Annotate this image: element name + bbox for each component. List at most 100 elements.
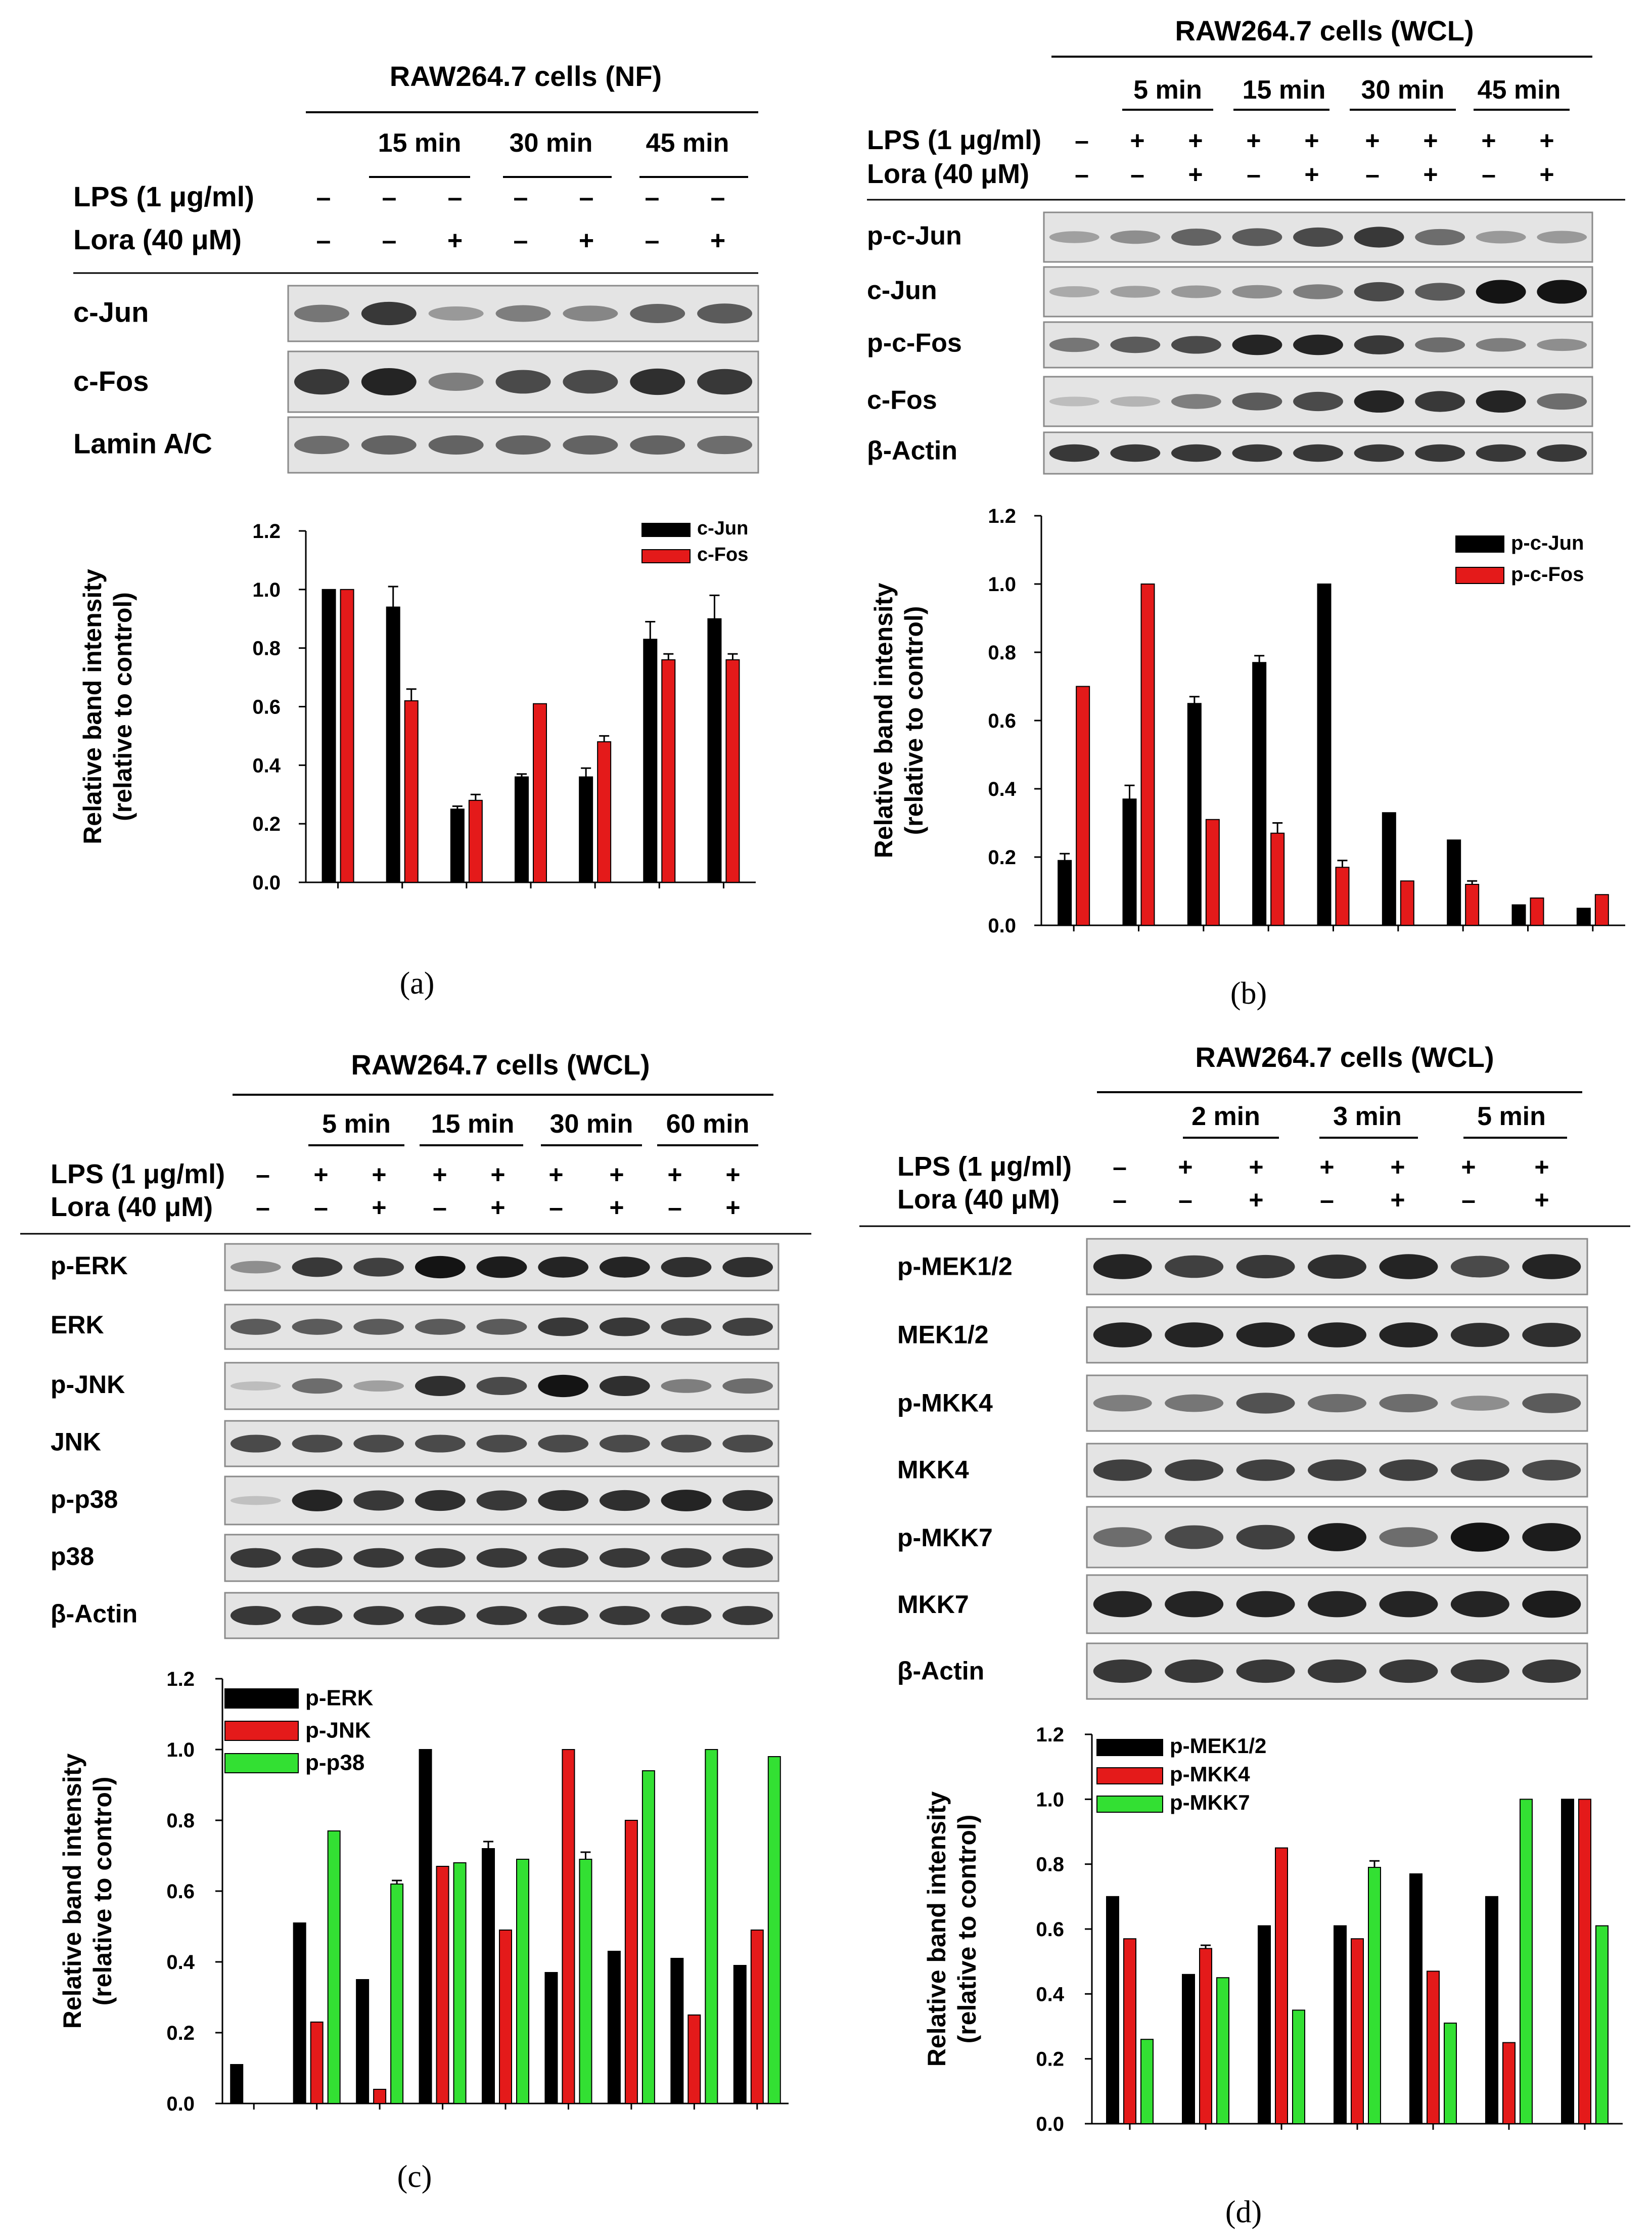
lps-sign: + [1481, 126, 1496, 155]
lps-sign: – [711, 183, 725, 212]
blot-label: p-MKK7 [897, 1524, 993, 1552]
y-tick-label: 1.2 [252, 520, 281, 543]
y-tick-label: 0.2 [252, 813, 281, 835]
lps-sign: – [579, 183, 594, 212]
lps-sign: + [432, 1160, 447, 1189]
blot-band [1165, 1659, 1224, 1683]
bar [579, 776, 593, 883]
blot-band [563, 435, 618, 455]
lps-sign: – [316, 183, 331, 212]
lora-sign: + [1249, 1186, 1263, 1214]
blot-band [292, 1548, 343, 1568]
blot-band [722, 1378, 773, 1394]
blot-label: ERK [51, 1311, 104, 1339]
western-blot [224, 1243, 779, 1291]
blot-band [722, 1318, 773, 1336]
blot-band [1165, 1459, 1224, 1481]
blot-band [1049, 444, 1099, 462]
bar [624, 1820, 638, 2104]
lora-sign: – [433, 1193, 447, 1222]
time-label: 3 min [1333, 1102, 1402, 1131]
blot-band [476, 1256, 527, 1278]
bar [1465, 884, 1480, 926]
blot-band [415, 1435, 466, 1453]
blot-band [495, 305, 551, 322]
bar [1561, 1799, 1574, 2124]
blot-band [1232, 334, 1282, 355]
blot-band [1415, 283, 1465, 301]
blot-band [1379, 1322, 1438, 1348]
legend-label: p-MEK1/2 [1170, 1734, 1266, 1758]
blot-band [1476, 280, 1526, 304]
lps-sign: + [1319, 1153, 1334, 1181]
lps-sign: – [1075, 126, 1089, 155]
lora-sign: + [579, 226, 594, 255]
blot-band [1236, 1322, 1295, 1348]
bar [1427, 1970, 1440, 2125]
legend-swatch [1096, 1767, 1163, 1784]
y-tick-label: 0.6 [988, 710, 1016, 732]
lps-sign: – [1113, 1153, 1127, 1181]
y-tick-label: 0.8 [1036, 1854, 1064, 1876]
lps-sign: + [1423, 126, 1438, 155]
blot-band [1165, 1525, 1224, 1549]
bar [1502, 2042, 1516, 2124]
y-axis-label: Relative band intensity [923, 1791, 951, 2067]
time-label: 30 min [550, 1109, 633, 1139]
lps-sign: + [548, 1160, 563, 1189]
legend-label: p-MKK7 [1170, 1790, 1250, 1814]
y-tick-label: 0.8 [166, 1810, 195, 1832]
lps-sign: – [645, 183, 660, 212]
blot-band [1308, 1659, 1366, 1683]
blot-band [630, 435, 685, 455]
blot-band [1522, 1460, 1581, 1481]
blot-band [1537, 393, 1587, 410]
legend-label: p-c-Fos [1511, 563, 1584, 586]
blot-band [428, 435, 484, 455]
bar [293, 1922, 306, 2104]
blot-band [1232, 392, 1282, 411]
western-blot [224, 1420, 779, 1467]
blot-band [661, 1606, 712, 1625]
blot-band [1165, 1322, 1224, 1348]
bar [670, 1958, 684, 2104]
lora-sign: – [1365, 160, 1380, 189]
lps-row-label: LPS (1 μg/ml) [897, 1151, 1072, 1182]
blot-band [1308, 1322, 1366, 1348]
blot-band [1415, 444, 1465, 462]
bar [1182, 1974, 1195, 2124]
bar-chart: 0.0 0.2 0.4 0.6 0.8 1.0 1.2 Relative band inten… [923, 1724, 1623, 2135]
bar [1199, 1948, 1212, 2124]
lora-sign: – [314, 1193, 328, 1222]
lps-sign: + [1178, 1153, 1192, 1181]
time-label: 45 min [1478, 75, 1561, 105]
blot-band [1379, 1591, 1438, 1618]
western-blot [224, 1592, 779, 1639]
panel-b: RAW264.7 cells (WCL) 5 min 15 min 30 min 45 … [867, 15, 1625, 1011]
bar [725, 659, 740, 883]
blot-band [599, 1375, 650, 1397]
y-tick-label: 1.2 [1036, 1724, 1064, 1746]
bar [436, 1866, 449, 2104]
bar [310, 2022, 324, 2104]
bar [340, 589, 354, 883]
blot-band [476, 1435, 527, 1453]
legend-label: p-JNK [305, 1718, 371, 1742]
blot-band [697, 303, 753, 324]
panel-label: (a) [400, 966, 435, 1001]
time-label: 30 min [1361, 75, 1445, 105]
blot-band [661, 1379, 712, 1393]
lps-sign: + [1249, 1153, 1263, 1181]
blot-label: p38 [51, 1542, 94, 1571]
blot-band [1049, 231, 1099, 243]
bar [1106, 1896, 1119, 2124]
lora-sign: + [490, 1193, 505, 1222]
bar [1123, 1938, 1136, 2124]
blot-band [599, 1548, 650, 1568]
blot-band [722, 1435, 773, 1453]
chart-legend: p-ERK p-JNK p-p38 [224, 1685, 374, 1775]
lora-row-label: Lora (40 μM) [73, 223, 242, 255]
blot-band [1354, 282, 1404, 302]
blot-band [1450, 1591, 1509, 1618]
bar [1400, 880, 1414, 926]
